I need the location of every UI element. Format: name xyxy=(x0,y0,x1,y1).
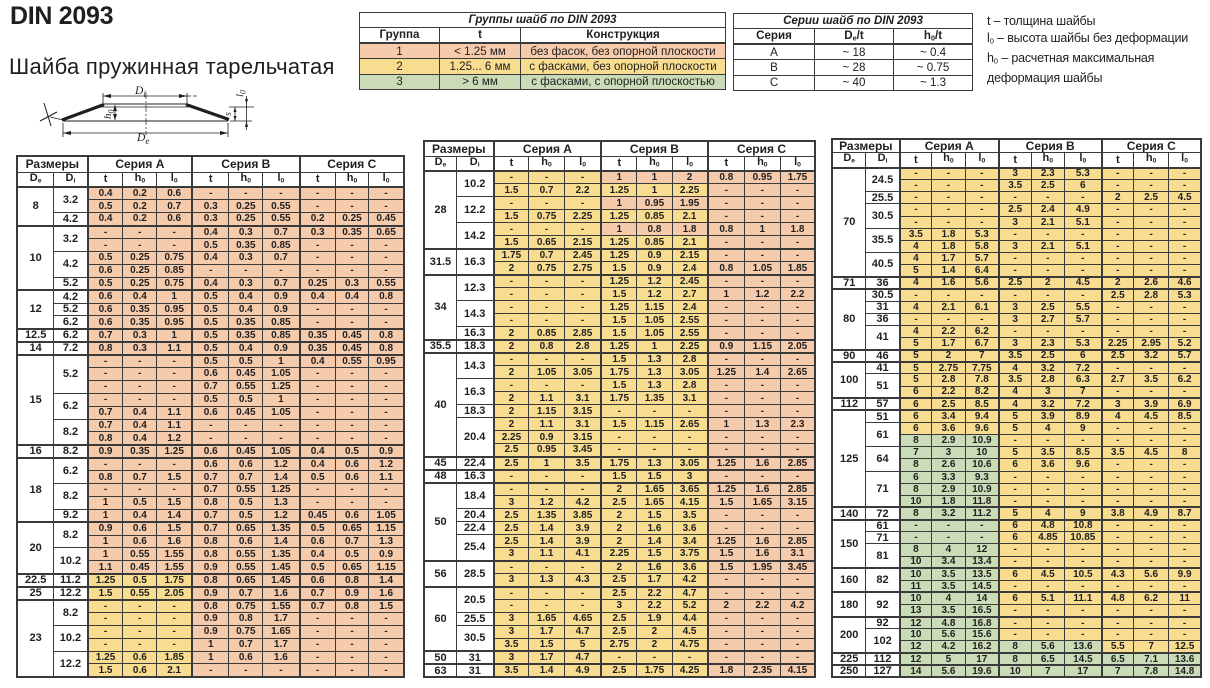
svg-text:s: s xyxy=(223,112,234,116)
svg-text:De: De xyxy=(136,132,149,146)
svg-text:l0: l0 xyxy=(234,90,248,97)
svg-text:h0: h0 xyxy=(102,110,116,120)
svg-text:Di: Di xyxy=(134,85,146,99)
